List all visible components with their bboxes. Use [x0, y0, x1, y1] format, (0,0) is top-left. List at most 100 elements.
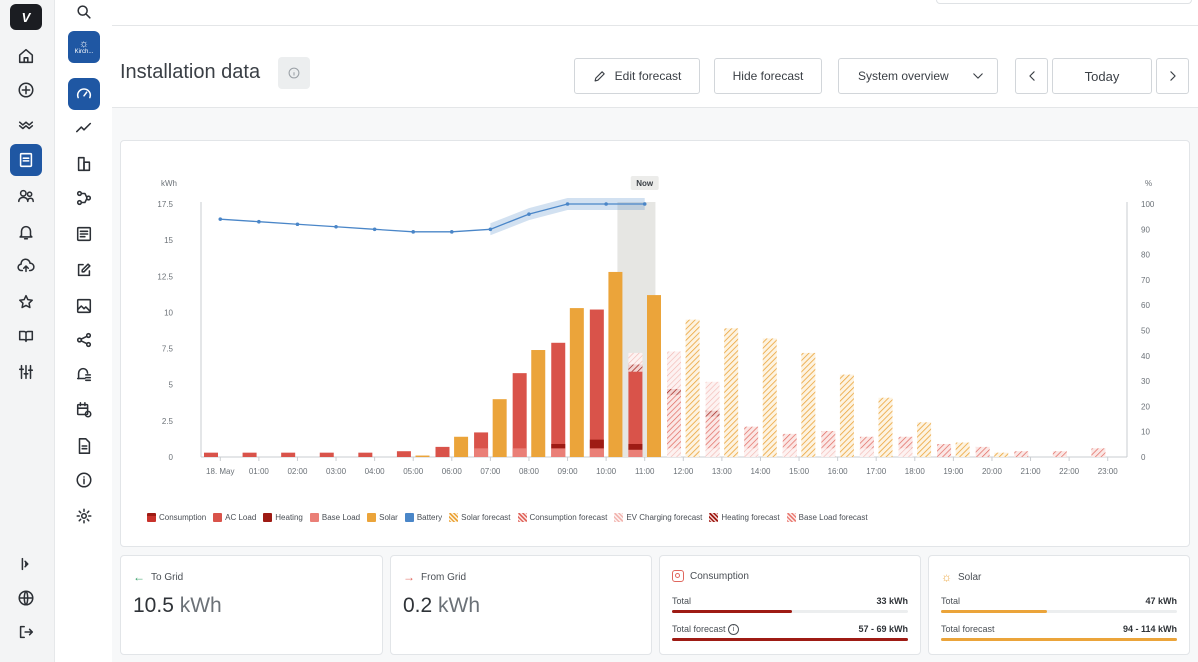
legend-swatch [367, 513, 377, 522]
legend-label: Solar [379, 513, 398, 522]
battery-point [411, 230, 416, 234]
add-circle-icon[interactable] [10, 74, 42, 106]
solar-total-row: Total 47 kWh [941, 596, 1177, 606]
view-select[interactable]: System overview [838, 58, 998, 94]
consumption-forecast-bar [1091, 448, 1106, 457]
y-tick-right: 20 [1141, 402, 1150, 411]
victron-logo[interactable]: V [10, 4, 42, 30]
y-tick-right: 80 [1141, 251, 1150, 260]
battery-point [257, 219, 261, 224]
document-icon[interactable] [68, 430, 100, 462]
from-grid-card: → From Grid 0.2 kWh [390, 555, 652, 655]
legend-label: EV Charging forecast [626, 513, 703, 522]
image-icon[interactable] [68, 290, 100, 322]
title-info-button[interactable] [278, 57, 310, 89]
legend-item[interactable]: Consumption forecast [517, 513, 608, 522]
cloud-upload-icon[interactable] [10, 250, 42, 282]
solar-total-fill [941, 610, 1048, 613]
heating-segment [551, 443, 566, 449]
legend-item[interactable]: Heating forecast [709, 513, 780, 522]
heating-forecast-segment [705, 410, 720, 417]
alarm-rules-icon[interactable] [68, 358, 100, 390]
edit-forecast-button[interactable]: Edit forecast [574, 58, 700, 94]
legend-item[interactable]: Consumption [147, 513, 206, 522]
legend-label: AC Load [225, 513, 257, 522]
bell-icon[interactable] [10, 216, 42, 248]
dashboard-gauge-icon[interactable] [68, 78, 100, 110]
x-tick-label: 21:00 [1021, 467, 1042, 476]
legend-label: Consumption forecast [529, 513, 608, 522]
legend-item[interactable]: Base Load [309, 513, 360, 522]
y-tick-right: 30 [1141, 377, 1150, 386]
legend-swatch [517, 513, 527, 522]
arrow-left-icon: ← [133, 570, 145, 584]
legend-item[interactable]: Solar forecast [449, 513, 511, 522]
solar-card: ☼ Solar Total 47 kWh Total forecast 94 - 11… [928, 555, 1190, 655]
battery-point [642, 202, 647, 206]
prev-day-button[interactable] [1015, 58, 1048, 94]
expand-icon[interactable] [10, 548, 42, 580]
view-select-value: System overview [858, 69, 949, 83]
users-icon[interactable] [10, 180, 42, 212]
x-tick-label: 04:00 [365, 467, 386, 476]
y-tick-left: 15 [164, 236, 173, 245]
site-avatar[interactable]: ☼ Kirch... [68, 31, 100, 63]
battery-point [488, 227, 493, 232]
installation-icon[interactable] [10, 144, 42, 176]
remote-console-icon[interactable] [68, 218, 100, 250]
y-tick-right: 100 [1141, 200, 1155, 209]
waves-icon[interactable] [10, 108, 42, 140]
y-axis-left-label: kWh [161, 179, 177, 188]
solar-forecast-value: 94 - 114 kWh [1122, 624, 1177, 634]
legend-item[interactable]: Solar [367, 513, 398, 522]
calendar-clock-icon[interactable] [68, 394, 100, 426]
consumption-header: Consumption [672, 570, 749, 582]
info-icon[interactable]: i [728, 624, 740, 636]
y-tick-left: 2.5 [162, 417, 174, 426]
edit-forecast-label: Edit forecast [614, 69, 682, 83]
y-tick-left: 17.5 [157, 200, 173, 209]
page-title: Installation data [120, 61, 261, 83]
battery-point [565, 202, 570, 206]
globe-icon[interactable] [10, 582, 42, 614]
y-tick-left: 0 [169, 453, 174, 462]
legend-item[interactable]: Base Load forecast [786, 513, 868, 522]
logout-icon[interactable] [10, 616, 42, 648]
consumption-forecast-bar [937, 443, 952, 457]
solar-forecast-bar [994, 452, 1009, 457]
share-icon[interactable] [68, 324, 100, 356]
today-button[interactable]: Today [1052, 58, 1152, 94]
sliders-icon[interactable] [10, 356, 42, 388]
home-icon[interactable] [10, 40, 42, 72]
next-day-button[interactable] [1156, 58, 1189, 94]
y-tick-right: 90 [1141, 225, 1150, 234]
legend-item[interactable]: Heating [263, 513, 303, 522]
base-load-segment [898, 448, 913, 457]
device-list-icon[interactable] [68, 148, 100, 180]
legend-item[interactable]: Battery [404, 513, 442, 522]
book-icon[interactable] [10, 320, 42, 352]
base-load-segment [512, 448, 527, 457]
trend-icon[interactable] [68, 112, 100, 144]
ev-charging-forecast-segment [705, 381, 720, 411]
x-tick-label: 15:00 [789, 467, 810, 476]
star-icon[interactable] [10, 286, 42, 318]
y-tick-right: 70 [1141, 276, 1150, 285]
consumption-bar [281, 452, 296, 457]
hide-forecast-button[interactable]: Hide forecast [714, 58, 822, 94]
settings-gear-icon[interactable] [68, 500, 100, 532]
consumption-bar [589, 309, 604, 457]
solar-forecast-bar [801, 352, 816, 457]
chart-marks: Now [204, 176, 1106, 457]
legend-item[interactable]: EV Charging forecast [614, 513, 702, 522]
network-icon[interactable] [68, 182, 100, 214]
search-icon[interactable] [68, 0, 100, 28]
x-tick-label: 11:00 [635, 467, 655, 476]
legend-item[interactable]: AC Load [213, 513, 256, 522]
solar-forecast-bar [878, 397, 893, 457]
info-icon[interactable] [68, 464, 100, 496]
top-search-field[interactable] [936, 0, 1192, 4]
chevron-down-icon [973, 73, 983, 79]
consumption-forecast-bar [1014, 451, 1029, 457]
edit-icon[interactable] [68, 254, 100, 286]
